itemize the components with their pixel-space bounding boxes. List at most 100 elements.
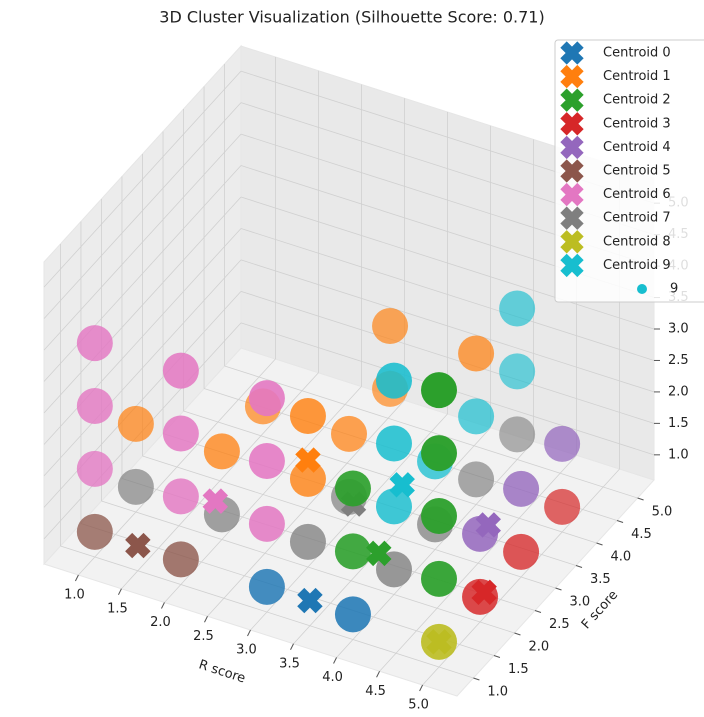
cluster-point	[117, 405, 154, 442]
x-tick-label: 5.0	[408, 698, 429, 713]
cluster-point	[503, 470, 540, 507]
legend-marker	[637, 284, 647, 294]
y-tick-label: 4.5	[631, 527, 652, 542]
x-axis-label: R score	[197, 657, 247, 686]
y-tick	[493, 655, 501, 658]
grid-line	[43, 70, 242, 288]
legend-label: Centroid 0	[603, 46, 671, 61]
grid-line	[43, 165, 242, 382]
z-tick-label: 2.0	[668, 384, 689, 399]
cluster-point	[376, 362, 412, 399]
cluster-point	[458, 398, 495, 435]
centroid-marker	[366, 540, 392, 567]
cluster-point	[421, 435, 457, 472]
grid-line	[43, 102, 242, 319]
x-tick	[247, 629, 251, 637]
centroid-marker	[202, 488, 229, 514]
cluster-point	[503, 533, 540, 570]
y-tick	[637, 497, 644, 501]
legend-label: Centroid 1	[603, 69, 671, 84]
legend-label: Centroid 9	[603, 258, 671, 273]
grid	[43, 57, 655, 686]
x-tick	[117, 588, 122, 595]
grid-line	[43, 196, 242, 414]
grid-line	[240, 259, 655, 393]
x-tick-label: 2.0	[150, 615, 171, 630]
grid-line	[240, 196, 655, 330]
x-tick	[161, 602, 165, 609]
y-tick	[596, 542, 603, 546]
z-tick-label: 3.0	[668, 322, 689, 337]
cluster-point	[334, 596, 371, 633]
grid-line	[240, 290, 655, 424]
cluster-point	[462, 578, 499, 615]
grid-line	[101, 500, 515, 634]
y-tick	[514, 632, 521, 636]
x-tick	[204, 616, 208, 623]
grid-line	[43, 133, 242, 351]
y-tick-label: 2.0	[528, 640, 549, 655]
legend-marker	[560, 182, 584, 207]
x-tick-label: 3.5	[279, 656, 300, 671]
cluster-point	[376, 488, 412, 525]
legend-marker	[560, 253, 584, 278]
cluster-point	[162, 478, 199, 515]
y-tick	[534, 610, 542, 613]
y-tick	[616, 520, 624, 523]
legend-marker	[560, 230, 584, 254]
legend-label: Centroid 7	[603, 211, 671, 226]
cluster-point	[248, 505, 285, 542]
x-tick	[333, 657, 337, 664]
centroid-marker	[297, 587, 323, 614]
y-tick	[473, 677, 480, 681]
cluster-point	[162, 541, 199, 578]
cluster-point	[203, 433, 240, 470]
x-tick-label: 1.0	[64, 588, 85, 603]
legend-label: Centroid 3	[603, 116, 671, 131]
y-tick-label: 1.0	[487, 685, 508, 700]
x-tick-label: 3.0	[236, 643, 257, 658]
x-tick	[74, 574, 79, 582]
legend-label: Centroid 8	[603, 234, 671, 249]
centroid-marker	[426, 629, 452, 655]
centroid-marker	[125, 532, 151, 559]
cluster-point	[421, 372, 457, 409]
legend-label: Centroid 6	[603, 187, 671, 202]
cluster-point	[76, 450, 113, 487]
y-tick-label: 1.5	[508, 662, 529, 677]
y-tick-label: 2.5	[549, 617, 570, 632]
cluster-point	[499, 353, 536, 390]
cluster-point	[376, 425, 412, 462]
cluster-point	[248, 380, 285, 417]
legend-marker	[560, 112, 584, 136]
legend-marker	[560, 135, 584, 160]
cluster-point	[248, 443, 285, 479]
cluster-point	[372, 308, 409, 344]
cluster-point	[421, 560, 457, 597]
grid-line	[240, 228, 655, 361]
legend-marker	[560, 206, 584, 230]
grid-line	[183, 410, 597, 544]
cluster-point	[462, 515, 499, 552]
grid-line	[43, 259, 242, 477]
cluster-point	[331, 415, 367, 452]
cluster-point	[289, 460, 326, 497]
legend-marker	[560, 64, 584, 89]
grid-line	[142, 455, 556, 589]
x-tick	[376, 671, 381, 678]
y-tick-label: 5.0	[652, 505, 673, 520]
cluster-point	[458, 335, 495, 372]
y-tick-label: 3.0	[570, 595, 591, 610]
cluster-point	[289, 398, 326, 434]
y-tick-label: 3.5	[590, 572, 611, 587]
legend-marker	[560, 41, 584, 65]
y-tick	[575, 565, 583, 568]
x-tick-label: 2.5	[193, 629, 214, 644]
marks	[76, 290, 581, 660]
legend-label: Centroid 5	[603, 164, 671, 179]
y-tick	[555, 587, 562, 591]
z-tick-label: 1.5	[668, 416, 689, 431]
grid-line	[224, 365, 638, 499]
z-tick-label: 2.5	[668, 353, 689, 368]
legend-marker	[560, 88, 584, 112]
